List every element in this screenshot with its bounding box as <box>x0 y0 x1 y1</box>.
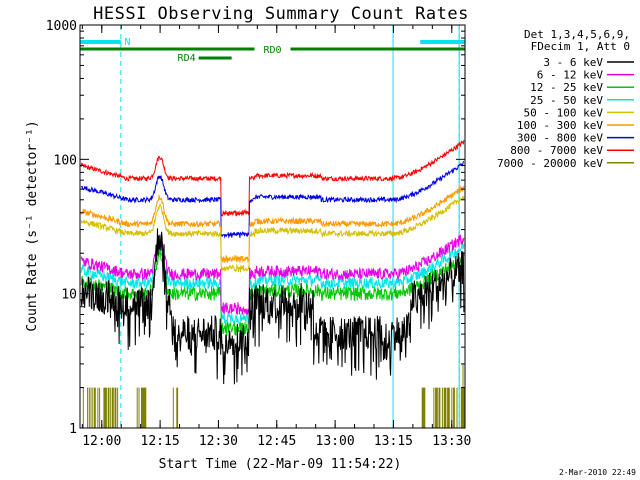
footer-timestamp: 2-Mar-2010 22:49 <box>559 468 636 477</box>
legend-entry-label: 12 - 25 keV <box>530 81 603 94</box>
series-line <box>80 234 465 315</box>
legend-header-2: FDecim 1, Att 0 <box>531 40 630 53</box>
series-line <box>82 363 466 428</box>
x-tick-label: 12:00 <box>82 434 121 449</box>
legend-entry-label: 25 - 50 keV <box>530 94 603 107</box>
chart-title: HESSI Observing Summary Count Rates <box>93 4 469 24</box>
plot-area: N RD0 RD4 <box>80 25 466 428</box>
night-label: N <box>124 37 130 48</box>
axes: 12:00 12:15 12:30 12:45 13:00 13:15 13:30 1 10 10… <box>46 19 472 449</box>
series-line <box>80 242 465 325</box>
legend-entry-label: 800 - 7000 keV <box>510 144 603 157</box>
series-line <box>80 195 465 273</box>
plot-frame <box>79 24 466 429</box>
y-tick-label: 10 <box>61 288 77 303</box>
legend-entry-label: 6 - 12 keV <box>537 69 604 82</box>
y-tick-label: 1 <box>69 422 77 437</box>
y-tick-label: 100 <box>54 153 77 168</box>
series-line <box>80 228 465 385</box>
x-tick-label: 13:15 <box>374 434 413 449</box>
x-tick-label: 12:30 <box>199 434 238 449</box>
legend-entry-label: 7000 - 20000 keV <box>497 157 603 170</box>
rd4-label: RD4 <box>178 53 196 64</box>
series-line <box>80 140 465 217</box>
x-tick-label: 12:15 <box>141 434 180 449</box>
x-axis-label: Start Time (22-Mar-09 11:54:22) <box>159 457 402 472</box>
legend-entry-label: 3 - 6 keV <box>543 56 603 69</box>
x-tick-label: 12:45 <box>257 434 296 449</box>
series-line <box>80 184 465 264</box>
legend-entry-label: 100 - 300 keV <box>517 119 603 132</box>
x-tick-label: 13:00 <box>316 434 355 449</box>
x-tick-label: 13:30 <box>432 434 471 449</box>
series-line <box>80 246 465 336</box>
legend-entry-label: 50 - 100 keV <box>524 106 604 119</box>
legend-entry-label: 300 - 800 keV <box>517 132 603 145</box>
y-tick-label: 1000 <box>46 19 77 34</box>
y-axis-label: Count Rate (s⁻¹ detector⁻¹) <box>25 120 40 331</box>
legend-header-1: Det 1,3,4,5,6,9, <box>524 28 630 41</box>
rd0-label: RD0 <box>263 45 281 56</box>
series-line <box>80 160 465 239</box>
